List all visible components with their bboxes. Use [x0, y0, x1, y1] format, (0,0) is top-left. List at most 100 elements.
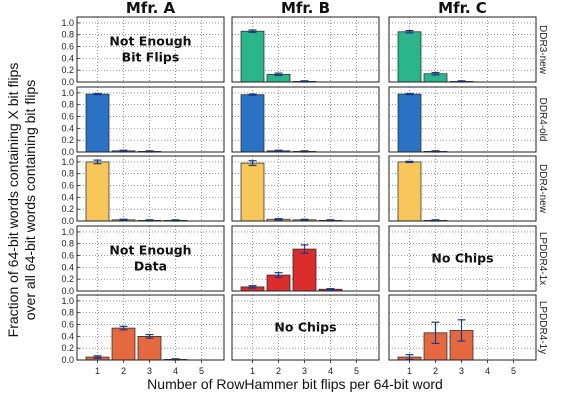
bar-value-1: [397, 31, 422, 83]
panel-r2-c0: 0.0 0.2 0.40.6 0.8 1.0: [61, 155, 225, 226]
x-tick-label: 5: [511, 366, 516, 376]
x-tick-label: 5: [354, 366, 359, 376]
panel-r2-c1: [231, 155, 380, 222]
x-tick-label: 2: [276, 366, 281, 376]
y-tick-label: 0.8: [61, 308, 74, 318]
y-tick-label: 0.0: [61, 355, 74, 365]
panel-r0-c1: [231, 16, 380, 83]
panel-frame: [231, 86, 380, 153]
panel-r4-c2: 1 2 3 4 5: [388, 294, 537, 376]
bar-value-3: [137, 336, 162, 361]
panel-frame: [388, 225, 537, 292]
y-axis-label-line-2: over all 64-bit words containing bit fli…: [22, 80, 38, 320]
x-tick-label: 1: [407, 366, 412, 376]
y-tick-label: 1.0: [61, 227, 74, 237]
panel-frame: [76, 225, 225, 292]
panel-background: [77, 226, 224, 291]
x-tick-label: 4: [173, 366, 178, 376]
y-tick-label: 0.6: [61, 112, 74, 122]
panel-frame: [388, 86, 537, 153]
row-label-lpddr4-1y: LPDDR4-1y: [537, 301, 548, 354]
panel-frame: [388, 294, 537, 361]
bar-value-1: [85, 161, 110, 222]
panel-frame: [231, 225, 380, 292]
panel-note: Not Enough Bit Flips: [109, 34, 191, 65]
bar-value-1: [397, 93, 422, 153]
panel-frame: [231, 294, 380, 361]
x-tick-label: 3: [147, 366, 152, 376]
x-tick-label: 5: [199, 366, 204, 376]
bar-value-1: [240, 162, 265, 222]
panel-note: No Chips: [431, 251, 493, 266]
y-tick-label: 0.8: [61, 239, 74, 249]
y-tick-label: 0.8: [61, 30, 74, 40]
y-tick-label: 1.0: [61, 18, 74, 28]
y-axis-label-line-1: Fraction of 64-bit words containing X bi…: [5, 63, 21, 338]
y-tick-label: 0.0: [61, 77, 74, 87]
panel-r1-c1: [231, 86, 380, 153]
panel-r2-c2: [388, 155, 537, 222]
bar-value-1: [240, 94, 265, 153]
x-tick-label: 4: [328, 366, 333, 376]
x-tick-label: 1: [95, 366, 100, 376]
x-tick-label: 2: [121, 366, 126, 376]
y-tick-label: 0.0: [61, 147, 74, 157]
x-tick-label: 4: [485, 366, 490, 376]
bar-value-3: [292, 248, 317, 292]
x-tick-label: 3: [302, 366, 307, 376]
panel-background: [389, 226, 536, 291]
panel-r4-c1: No Chips 1 2 3 4 5: [231, 294, 380, 376]
y-tick-label: 0.8: [61, 100, 74, 110]
panel-note: Not Enough Data: [109, 243, 191, 274]
y-tick-label: 0.2: [61, 204, 74, 214]
bar-value-2: [111, 327, 136, 361]
y-tick-label: 0.6: [61, 251, 74, 261]
y-tick-label: 0.2: [61, 135, 74, 145]
row-label-ddr4-old: DDR4-old: [537, 98, 548, 142]
y-tick-label: 0.2: [61, 274, 74, 284]
panel-r1-c0: 0.0 0.2 0.40.6 0.8 1.0: [61, 86, 225, 157]
y-tick-label: 0.4: [61, 123, 74, 133]
panel-r0-c2: [388, 16, 537, 83]
y-tick-label: 0.6: [61, 320, 74, 330]
panel-r3-c2: No Chips: [388, 225, 537, 292]
panel-r0-c0: 0.0 0.2 0.40.6 0.8 1.0 Not Enough Bit Flips: [61, 16, 225, 87]
bar-value-1: [240, 30, 265, 83]
y-tick-label: 0.4: [61, 331, 74, 341]
panel-frame: [388, 155, 537, 222]
y-tick-label: 0.4: [61, 192, 74, 202]
y-tick-label: 0.8: [61, 169, 74, 179]
panel-frame: [388, 16, 537, 83]
y-tick-label: 0.6: [61, 42, 74, 52]
y-tick-label: 0.6: [61, 181, 74, 191]
y-tick-label: 0.4: [61, 262, 74, 272]
panel-frame: [76, 16, 225, 83]
panel-frame: [76, 294, 225, 361]
panel-r4-c0: 0.0 0.2 0.40.6 0.8 1.0 1 2 3 4 5: [61, 294, 225, 376]
column-header-mfrb: Mfr. B: [281, 0, 330, 17]
x-tick-label: 2: [433, 366, 438, 376]
column-header-mfra: Mfr. A: [126, 0, 176, 17]
y-tick-label: 1.0: [61, 88, 74, 98]
panel-frame: [231, 155, 380, 222]
row-label-lpddr4-1x: LPDDR4-1x: [537, 232, 548, 285]
y-tick-label: 1.0: [61, 296, 74, 306]
y-tick-label: 0.4: [61, 53, 74, 63]
row-label-ddr4-new: DDR4-new: [537, 164, 548, 214]
panel-r1-c2: [388, 86, 537, 153]
y-tick-label: 0.0: [61, 216, 74, 226]
bar-value-1: [85, 93, 110, 153]
panel-r3-c1: [231, 225, 380, 292]
y-tick-label: 0.2: [61, 343, 74, 353]
panel-r3-c0: 0.0 0.2 0.40.6 0.8 1.0 Not Enough Data: [61, 225, 225, 296]
panel-note: No Chips: [274, 320, 336, 335]
y-tick-label: 0.0: [61, 286, 74, 296]
x-tick-label: 3: [459, 366, 464, 376]
panel-background: [232, 295, 379, 360]
x-axis-label: Number of RowHammer bit flips per 64-bit…: [147, 376, 443, 392]
y-tick-label: 1.0: [61, 157, 74, 167]
row-label-ddr3-new: DDR3-new: [537, 25, 548, 75]
x-tick-label: 1: [250, 366, 255, 376]
panel-frame: [76, 155, 225, 222]
